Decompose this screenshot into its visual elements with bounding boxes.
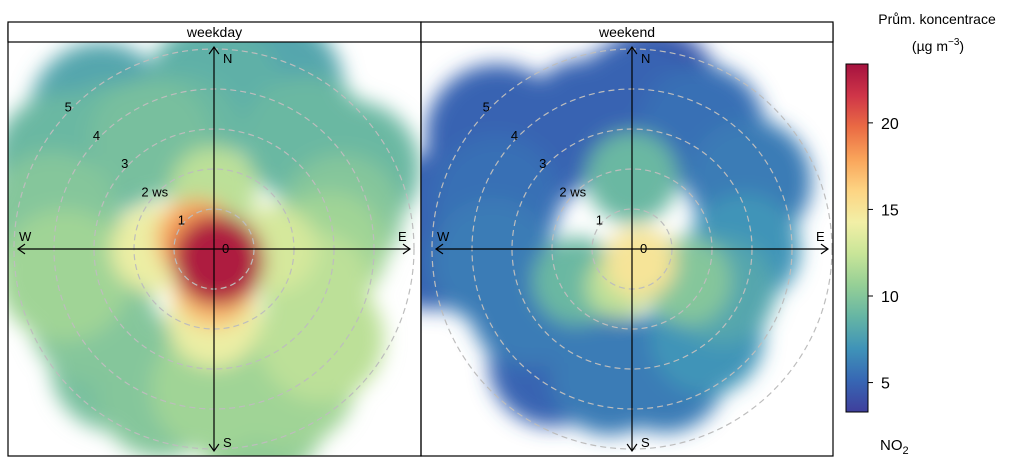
compass-labels: N S W E 0 1 2 ws 3 4 5 xyxy=(19,51,407,450)
ring-label: 3 xyxy=(121,156,128,171)
label-west: W xyxy=(437,229,450,244)
colorbar-tick-label: 5 xyxy=(881,376,890,393)
strip-label: weekend xyxy=(598,24,655,40)
colorbar-title: Prům. koncentrace xyxy=(878,11,996,27)
ring-label: 1 xyxy=(178,213,185,228)
ring-label: 0 xyxy=(640,241,647,256)
label-west: W xyxy=(19,229,32,244)
surface-blob xyxy=(429,198,556,325)
strip-header xyxy=(420,21,834,43)
ring-label: 1 xyxy=(596,213,603,228)
surface-blob xyxy=(549,315,670,436)
surface-blob xyxy=(8,209,131,342)
label-south: S xyxy=(223,435,232,450)
panel-weekday: N S W E 0 1 2 ws 3 4 5 weekday xyxy=(7,21,422,457)
ring-label: 5 xyxy=(65,100,72,115)
surface-hotspot xyxy=(172,214,264,306)
arrow-south xyxy=(626,443,638,453)
arrow-east xyxy=(820,243,830,255)
ring-label: 2 ws xyxy=(559,184,586,199)
arrow-north xyxy=(208,45,220,55)
surface-blob xyxy=(258,275,385,402)
ring-label: 2 ws xyxy=(141,184,168,199)
ring-label: 4 xyxy=(511,128,518,143)
label-north: N xyxy=(223,51,232,66)
ring-label: 4 xyxy=(93,128,100,143)
ring-label: 3 xyxy=(539,156,546,171)
label-north: N xyxy=(641,51,650,66)
arrow-north xyxy=(626,45,638,55)
panel-weekend: N S W E 0 1 2 ws 3 4 5 weekend xyxy=(420,21,834,457)
strip-label: weekday xyxy=(186,24,242,40)
colorbar-units: (µg m−3) xyxy=(912,37,964,54)
colorbar-tick-label: 15 xyxy=(881,202,899,219)
concentration-surface xyxy=(421,27,812,436)
compass-axes xyxy=(434,45,830,453)
label-east: E xyxy=(816,229,825,244)
label-south: S xyxy=(641,435,650,450)
arrow-east xyxy=(402,243,412,255)
ring-label: 5 xyxy=(483,100,490,115)
arrow-south xyxy=(208,443,220,453)
concentration-surface xyxy=(8,24,421,456)
compass-labels: N S W E 0 1 2 ws 3 4 5 xyxy=(437,51,825,450)
label-east: E xyxy=(398,229,407,244)
colorbar-tick-label: 20 xyxy=(881,116,899,133)
compass-axes xyxy=(16,45,412,453)
arrow-west xyxy=(16,243,26,255)
ring-label: 0 xyxy=(222,241,229,256)
pollutant-label: NO2 xyxy=(880,437,909,457)
arrow-west xyxy=(434,243,444,255)
colorbar: 5 10 15 20 Prům. koncentrace (µg m−3) NO2 xyxy=(845,11,996,457)
colorbar-scale xyxy=(845,63,869,413)
surface-hotspot xyxy=(603,226,677,299)
colorbar-tick-label: 10 xyxy=(881,289,899,306)
